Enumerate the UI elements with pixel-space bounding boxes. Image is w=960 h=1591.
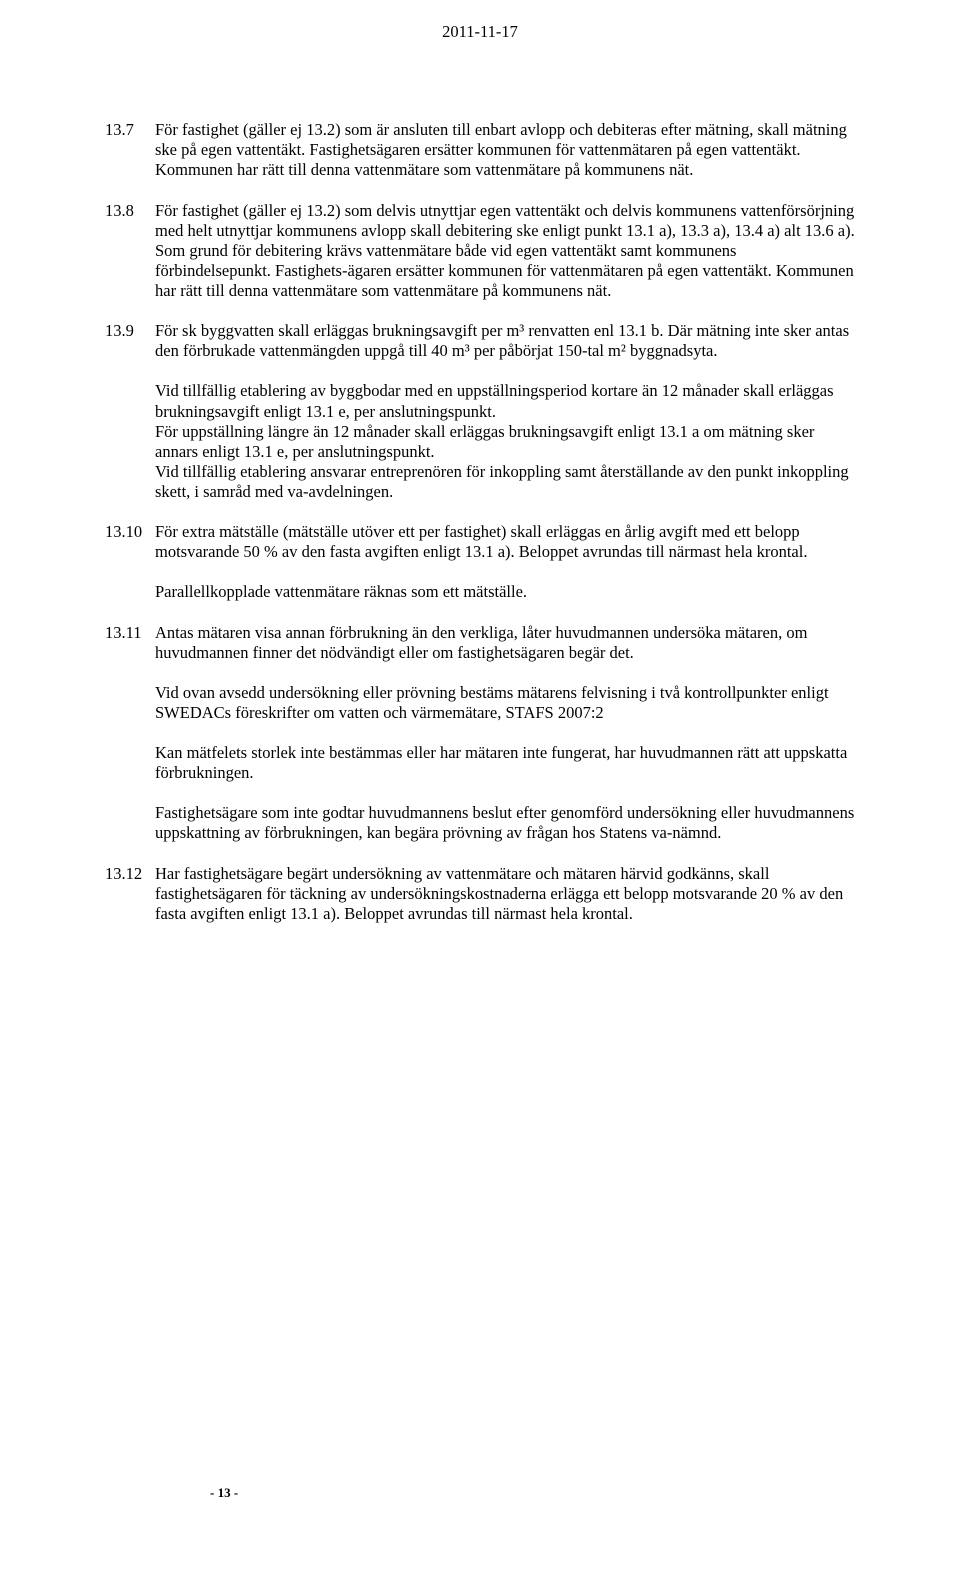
section-number: 13.10 bbox=[105, 522, 155, 562]
section-13-9-sub1: Vid tillfällig etablering av byggbodar m… bbox=[155, 381, 855, 502]
section-13-11-sub3: Fastighetsägare som inte godtar huvudman… bbox=[155, 803, 855, 843]
section-body: För fastighet (gäller ej 13.2) som är an… bbox=[155, 120, 855, 180]
section-body: Antas mätaren visa annan förbrukning än … bbox=[155, 623, 855, 663]
section-13-7: 13.7 För fastighet (gäller ej 13.2) som … bbox=[105, 120, 855, 180]
section-body: För sk byggvatten skall erläggas bruknin… bbox=[155, 321, 855, 361]
section-body: För fastighet (gäller ej 13.2) som delvi… bbox=[155, 201, 855, 302]
section-13-11-sub1: Vid ovan avsedd undersökning eller prövn… bbox=[155, 683, 855, 723]
section-number: 13.7 bbox=[105, 120, 155, 180]
section-13-11: 13.11 Antas mätaren visa annan förbrukni… bbox=[105, 623, 855, 663]
section-13-12: 13.12 Har fastighetsägare begärt undersö… bbox=[105, 864, 855, 924]
section-13-10: 13.10 För extra mätställe (mätställe utö… bbox=[105, 522, 855, 562]
section-body: Har fastighetsägare begärt undersökning … bbox=[155, 864, 855, 924]
section-13-8: 13.8 För fastighet (gäller ej 13.2) som … bbox=[105, 201, 855, 302]
header-date: 2011-11-17 bbox=[105, 22, 855, 42]
section-13-11-sub2: Kan mätfelets storlek inte bestämmas ell… bbox=[155, 743, 855, 783]
page: 2011-11-17 13.7 För fastighet (gäller ej… bbox=[105, 22, 855, 1531]
section-body: För extra mätställe (mätställe utöver et… bbox=[155, 522, 855, 562]
section-number: 13.9 bbox=[105, 321, 155, 361]
section-number: 13.11 bbox=[105, 623, 155, 663]
section-number: 13.8 bbox=[105, 201, 155, 302]
page-number: - 13 - bbox=[210, 1485, 238, 1501]
section-13-10-sub1: Parallellkopplade vattenmätare räknas so… bbox=[155, 582, 855, 602]
section-number: 13.12 bbox=[105, 864, 155, 924]
section-13-9: 13.9 För sk byggvatten skall erläggas br… bbox=[105, 321, 855, 361]
